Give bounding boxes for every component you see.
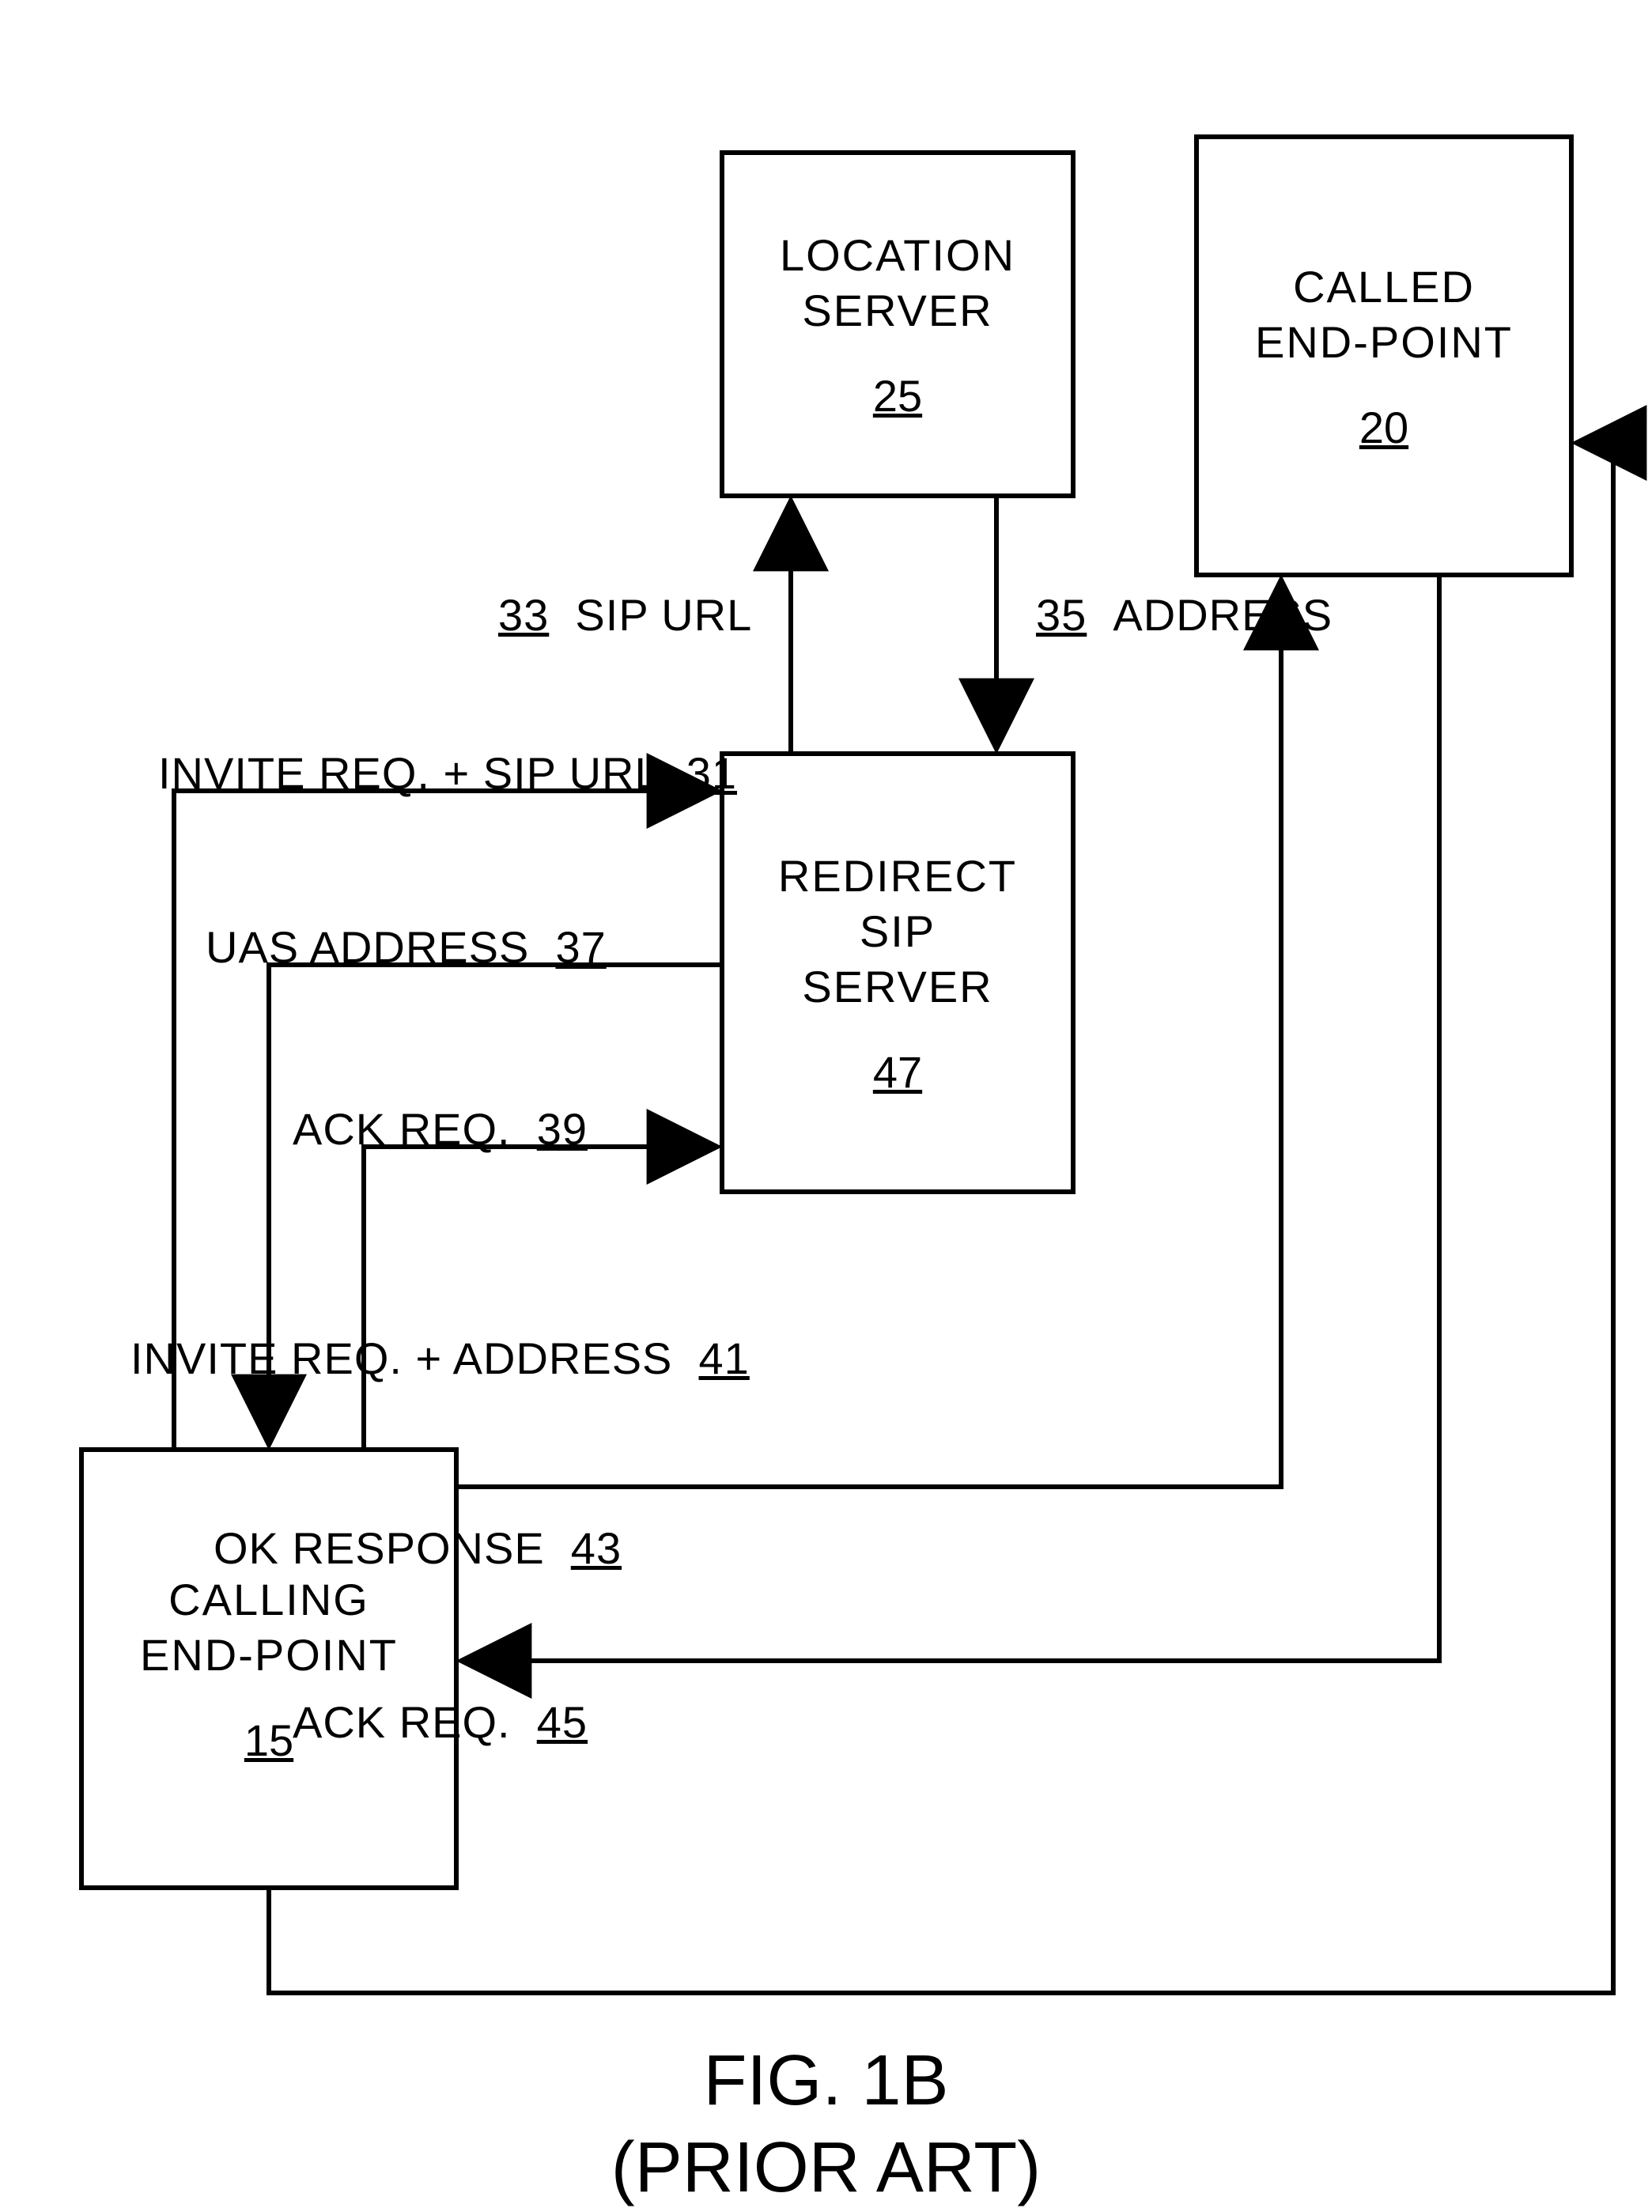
node-number: 47 (873, 1046, 922, 1098)
node-label: CALLING END-POINT (140, 1572, 398, 1683)
diagram-canvas: LOCATION SERVER 25 REDIRECT SIP SERVER 4… (0, 0, 1652, 2212)
figure-title-line1: FIG. 1B (0, 2040, 1652, 2122)
node-label: LOCATION SERVER (780, 228, 1015, 338)
edge-label-31: INVITE REQ. + SIP URL 31 (158, 747, 737, 799)
figure-title-line2: (PRIOR ART) (0, 2127, 1652, 2209)
edge-label-35: 35 ADDRESS (1036, 589, 1333, 641)
node-redirect-sip-server: REDIRECT SIP SERVER 47 (720, 751, 1076, 1194)
node-number: 15 (244, 1715, 293, 1766)
edge-label-45: ACK REQ. 45 (293, 1696, 588, 1748)
node-label: CALLED END-POINT (1255, 259, 1513, 370)
node-label: REDIRECT SIP SERVER (778, 849, 1017, 1015)
edge-label-43: OK RESPONSE 43 (214, 1522, 622, 1574)
node-location-server: LOCATION SERVER 25 (720, 150, 1076, 498)
node-calling-endpoint: CALLING END-POINT 15 (79, 1447, 459, 1890)
node-number: 20 (1359, 402, 1408, 453)
edge-label-33: 33 SIP URL (498, 589, 752, 641)
node-number: 25 (873, 370, 922, 422)
edge-label-39: ACK REQ. 39 (293, 1103, 588, 1155)
edge-label-41: INVITE REQ. + ADDRESS 41 (130, 1333, 750, 1384)
node-called-endpoint: CALLED END-POINT 20 (1194, 134, 1574, 577)
edge-label-37: UAS ADDRESS 37 (206, 921, 607, 973)
